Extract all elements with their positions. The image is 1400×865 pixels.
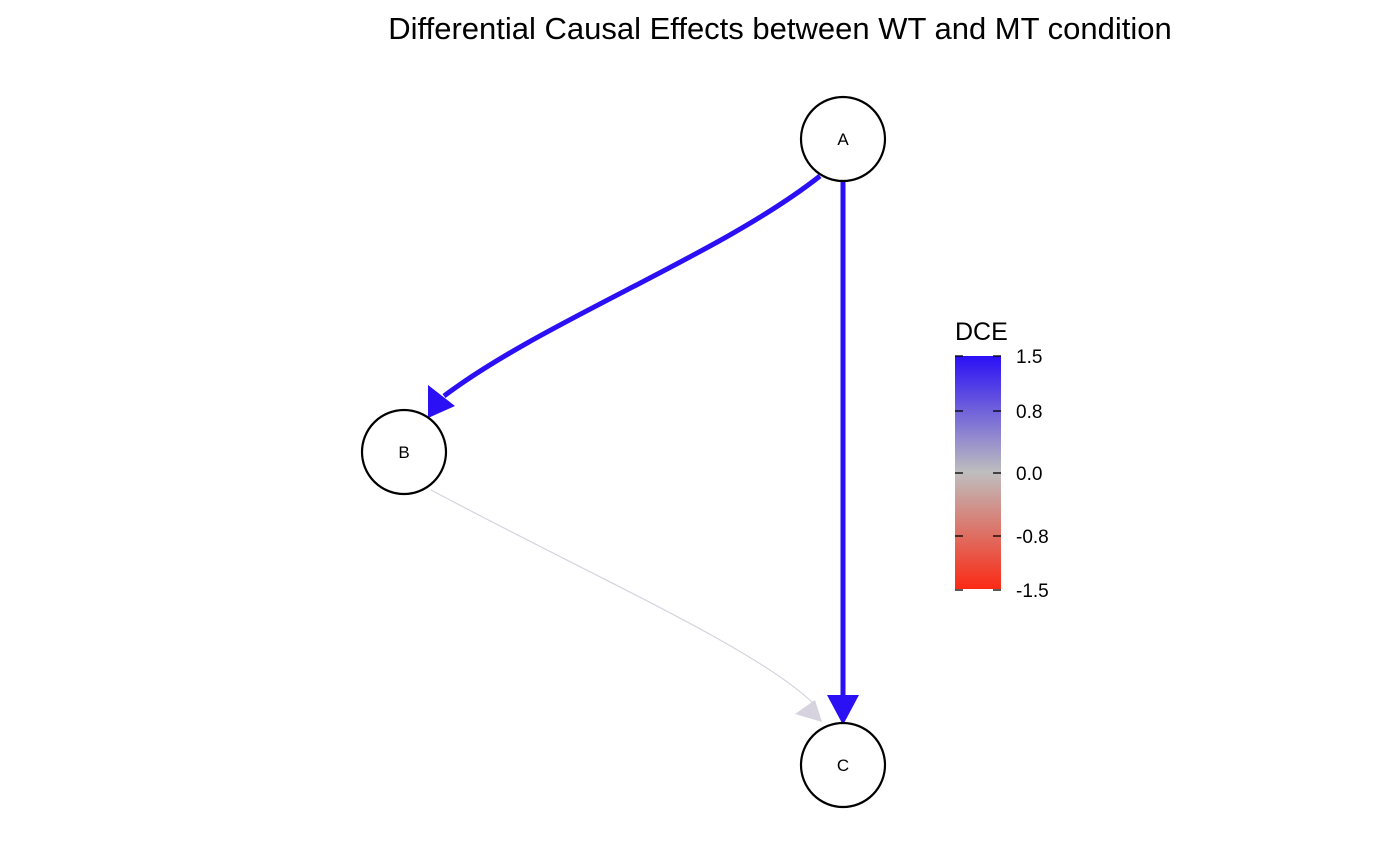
diagram-title: Differential Causal Effects between WT a… [388, 11, 1171, 46]
edge-a-to-b-arrowhead [428, 385, 455, 418]
edge-b-to-c[interactable] [430, 489, 816, 706]
edge-a-to-c-arrowhead [827, 695, 859, 725]
legend-ticks [955, 355, 1001, 591]
legend-tick-label: 0.8 [1016, 402, 1042, 423]
node-c-label: C [837, 756, 849, 775]
edges [428, 174, 859, 725]
node-b[interactable]: B [360, 408, 448, 496]
nodes: A B C [360, 95, 887, 809]
edge-a-to-b[interactable] [442, 174, 822, 398]
node-b-label: B [398, 443, 409, 462]
legend-tick-label: 0.0 [1016, 464, 1042, 485]
dce-legend: DCE 1.5 0.8 0.0 -0.8 -1.5 [955, 318, 1049, 602]
legend-tick-label: 1.5 [1016, 347, 1042, 368]
legend-tick-label: -0.8 [1016, 527, 1049, 548]
legend-tick-label: -1.5 [1016, 581, 1049, 602]
node-c[interactable]: C [799, 721, 887, 809]
node-a[interactable]: A [799, 95, 887, 183]
edge-b-to-c-arrowhead [795, 700, 822, 722]
legend-title: DCE [955, 318, 1008, 346]
node-a-label: A [837, 130, 849, 149]
